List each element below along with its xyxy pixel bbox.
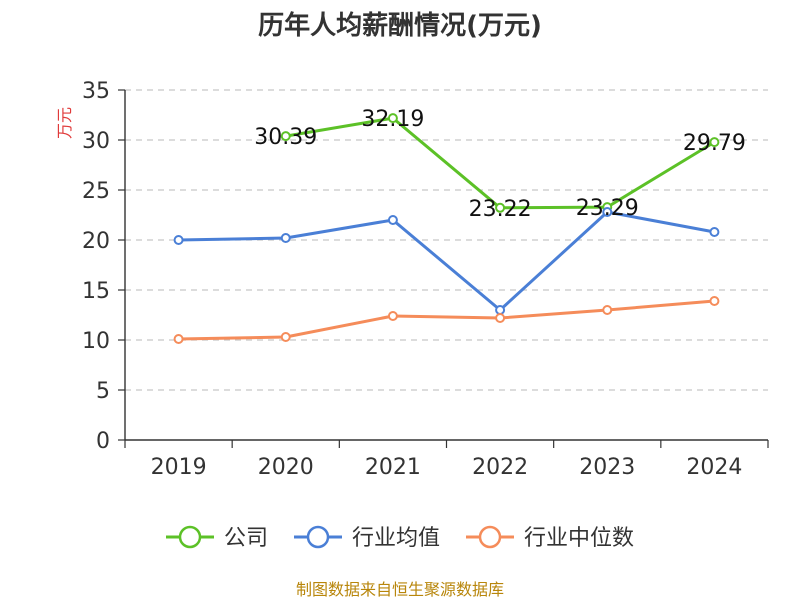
series-2-point-2022 <box>495 305 506 315</box>
data-labels: 30.39 32.19 23.22 23.29 29.79 <box>254 107 746 222</box>
y-axis-label: 万元 <box>55 107 74 139</box>
x-tick-label-2022: 2022 <box>472 455 528 480</box>
series-1-point-2024 <box>709 137 720 148</box>
data-label-2021: 32.19 <box>361 107 424 132</box>
legend: 公司 行业均值 行业中位数 <box>166 525 634 551</box>
y-tick-label-30: 30 <box>82 129 110 154</box>
series-3-point-2021 <box>387 311 398 321</box>
axes: 0 5 10 15 20 25 30 35 2019 2020 2021 2022 2023 2024 <box>82 79 769 480</box>
data-label-2024: 29.79 <box>683 131 746 156</box>
chart-title: 历年人均薪酬情况(万元) <box>258 10 542 41</box>
series-2-point-2021 <box>387 215 398 225</box>
y-tick-label-20: 20 <box>82 229 110 254</box>
legend-item-3: 行业中位数 <box>466 525 634 551</box>
series-line-1 <box>285 116 716 210</box>
legend-marker-2 <box>306 525 330 549</box>
legend-label-1: 公司 <box>224 526 268 551</box>
grid-lines <box>125 89 768 391</box>
y-tick-label-25: 25 <box>82 179 110 204</box>
x-tick-label-2021: 2021 <box>365 455 421 480</box>
y-tick-label-35: 35 <box>82 79 110 104</box>
series-3-point-2020 <box>280 332 291 342</box>
series-2-point-2023 <box>602 207 613 217</box>
series-2-point-2024 <box>709 227 720 237</box>
legend-label-2: 行业均值 <box>352 526 440 551</box>
series-3-point-2022 <box>495 313 506 323</box>
series-1-point-2021 <box>387 113 398 124</box>
data-label-2023: 23.29 <box>576 196 639 221</box>
legend-marker-1 <box>178 525 202 549</box>
y-tick-label-15: 15 <box>82 279 110 304</box>
data-label-2020: 30.39 <box>254 125 317 150</box>
x-tick-label-2020: 2020 <box>258 455 314 480</box>
y-tick-label-10: 10 <box>82 329 110 354</box>
data-label-2022: 23.22 <box>469 197 532 222</box>
series-3-point-2019 <box>173 334 184 344</box>
legend-marker-3 <box>478 525 502 549</box>
series-line-3 <box>178 299 715 341</box>
series-1-point-2020 <box>280 131 291 142</box>
series-line-2 <box>178 210 715 312</box>
x-tick-label-2019: 2019 <box>151 455 207 480</box>
x-tick-label-2024: 2024 <box>686 455 742 480</box>
series-2-point-2019 <box>173 235 184 245</box>
y-tick-label-0: 0 <box>96 429 110 454</box>
series-layer <box>173 113 720 344</box>
legend-label-3: 行业中位数 <box>524 526 634 551</box>
source-note: 制图数据来自恒生聚源数据库 <box>296 580 504 599</box>
series-1-point-2022 <box>495 202 506 213</box>
x-tick-label-2023: 2023 <box>579 455 635 480</box>
series-3-point-2024 <box>709 296 720 306</box>
legend-item-1: 公司 <box>166 525 268 551</box>
series-3-point-2023 <box>602 305 613 315</box>
y-tick-label-5: 5 <box>96 379 110 404</box>
series-2-point-2020 <box>280 233 291 243</box>
legend-item-2: 行业均值 <box>294 525 440 551</box>
